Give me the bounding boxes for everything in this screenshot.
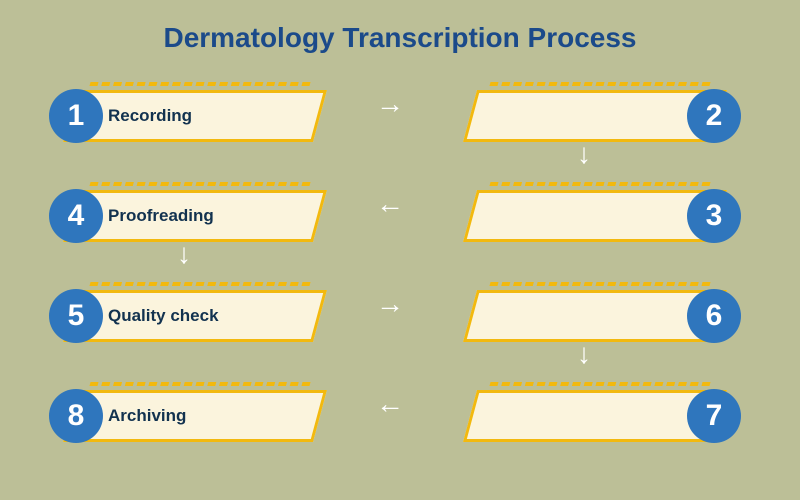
step-dash-accent <box>89 282 310 286</box>
step-label: Recording <box>108 106 192 126</box>
step-number: 8 <box>68 399 85 433</box>
step-number: 1 <box>68 99 85 133</box>
step-dash-accent <box>489 282 710 286</box>
flow-arrow: ↓ <box>169 239 199 269</box>
step-label: Quality check <box>108 306 219 326</box>
flow-arrow: ← <box>375 389 405 419</box>
flow-arrow: ↓ <box>569 139 599 169</box>
flow-arrow: → <box>375 89 405 119</box>
step-dash-accent <box>89 82 310 86</box>
step-number-badge: 1 <box>49 89 103 143</box>
step-number-badge: 8 <box>49 389 103 443</box>
step-label: Proofreading <box>108 206 214 226</box>
step-number: 5 <box>68 299 85 333</box>
step-number: 4 <box>68 199 85 233</box>
step-label: Archiving <box>108 406 186 426</box>
flow-arrow: → <box>375 289 405 319</box>
step-number-badge: 6 <box>687 289 741 343</box>
flow-arrow: ↓ <box>569 339 599 369</box>
step-number-badge: 3 <box>687 189 741 243</box>
page-title: Dermatology Transcription Process <box>0 22 800 54</box>
step-dash-accent <box>89 182 310 186</box>
step-number-badge: 4 <box>49 189 103 243</box>
step-number-badge: 5 <box>49 289 103 343</box>
step-dash-accent <box>489 82 710 86</box>
step-number-badge: 7 <box>687 389 741 443</box>
step-dash-accent <box>489 382 710 386</box>
step-number: 2 <box>706 99 723 133</box>
step-number-badge: 2 <box>687 89 741 143</box>
step-number: 3 <box>706 199 723 233</box>
step-number: 6 <box>706 299 723 333</box>
step-dash-accent <box>489 182 710 186</box>
step-number: 7 <box>706 399 723 433</box>
flow-arrow: ← <box>375 189 405 219</box>
step-dash-accent <box>89 382 310 386</box>
